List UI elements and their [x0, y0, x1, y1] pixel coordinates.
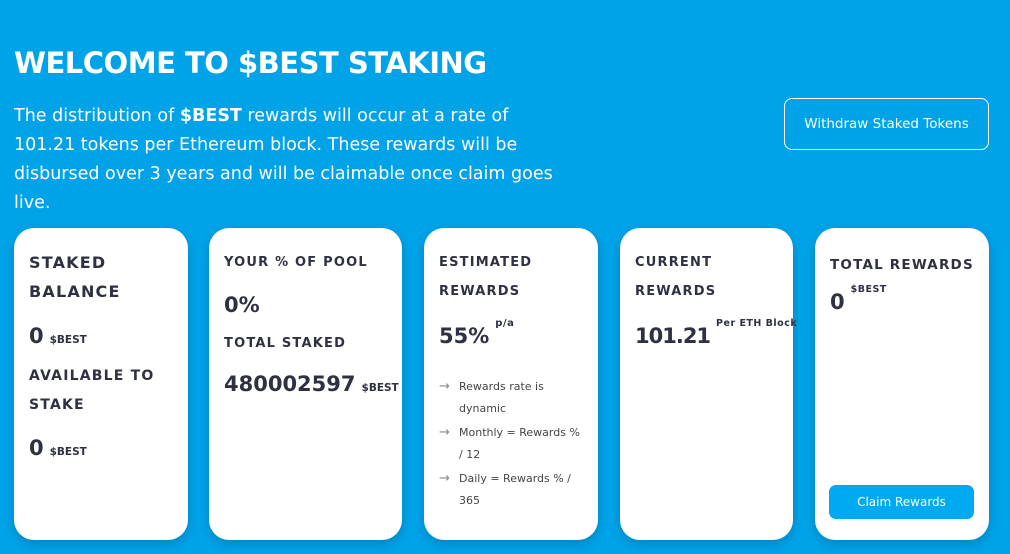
- staked-balance-unit: $BEST: [49, 334, 87, 346]
- staked-balance-label: STAKED BALANCE: [29, 253, 121, 301]
- estimated-suffix: p/a: [495, 318, 515, 329]
- current-suffix: Per ETH Block: [716, 318, 798, 329]
- staked-balance-card: STAKED BALANCE 0 $BEST AVAILABLE TO STAKE…: [14, 228, 188, 540]
- arrow-right-icon: →: [439, 425, 450, 440]
- current-rewards-label: CURRENT REWARDS: [635, 255, 717, 299]
- withdraw-staked-tokens-button[interactable]: Withdraw Staked Tokens: [784, 98, 989, 150]
- current-rewards-card: CURRENT REWARDS 101.21 Per ETH Block: [620, 228, 797, 540]
- total-rewards-value: 0: [830, 290, 845, 314]
- claim-rewards-button[interactable]: Claim Rewards: [829, 485, 974, 519]
- estimated-rewards-card: ESTIMATED REWARDS 55% p/a → Rewards rate i…: [424, 228, 598, 540]
- note-item: → Monthly = Rewards % / 12: [439, 422, 583, 466]
- intro-post: rewards will occur at a rate of 101.21 t…: [14, 106, 553, 213]
- note-item: → Rewards rate is dynamic: [439, 376, 583, 420]
- total-staked-label: TOTAL STAKED: [224, 336, 347, 351]
- arrow-right-icon: →: [439, 471, 450, 486]
- intro-text: The distribution of $BEST rewards will o…: [14, 102, 574, 218]
- pool-share-card: YOUR % OF POOL 0% TOTAL STAKED 480002597…: [209, 228, 402, 540]
- note-item: → Daily = Rewards % / 365: [439, 468, 583, 512]
- estimated-value-row: 55% p/a: [439, 318, 583, 348]
- available-value: 0: [29, 436, 44, 460]
- note-text: Daily = Rewards % / 365: [459, 472, 571, 507]
- total-rewards-card: TOTAL REWARDS 0 $BEST Claim Rewards: [815, 228, 989, 540]
- note-text: Rewards rate is dynamic: [459, 380, 544, 415]
- current-value-row: 101.21 Per ETH Block: [635, 318, 797, 348]
- note-text: Monthly = Rewards % / 12: [459, 426, 580, 461]
- pool-share-label: YOUR % OF POOL: [224, 255, 368, 270]
- total-rewards-unit: $BEST: [850, 284, 887, 295]
- notes-list: → Rewards rate is dynamic → Monthly = Rewa…: [439, 376, 583, 512]
- total-staked-row: 480002597 $BEST: [224, 372, 399, 396]
- staked-balance-value: 0: [29, 324, 44, 348]
- total-staked-value: 480002597: [224, 372, 356, 396]
- total-staked-unit: $BEST: [361, 382, 399, 394]
- arrow-right-icon: →: [439, 379, 450, 394]
- total-rewards-label: TOTAL REWARDS: [830, 257, 974, 273]
- intro-pre: The distribution of: [14, 106, 180, 126]
- pool-share-value: 0%: [224, 293, 260, 317]
- staked-balance-value-row: 0 $BEST: [29, 324, 173, 348]
- intro-token: $BEST: [179, 106, 242, 126]
- current-value: 101.21: [635, 324, 711, 348]
- page-title: WELCOME TO $BEST STAKING: [14, 46, 487, 80]
- available-to-stake-label: AVAILABLE TO STAKE: [29, 368, 155, 413]
- estimated-rewards-label: ESTIMATED REWARDS: [439, 255, 533, 299]
- available-value-row: 0 $BEST: [29, 436, 173, 460]
- estimated-value: 55%: [439, 324, 490, 348]
- total-rewards-row: 0 $BEST: [830, 284, 974, 314]
- available-unit: $BEST: [49, 446, 87, 458]
